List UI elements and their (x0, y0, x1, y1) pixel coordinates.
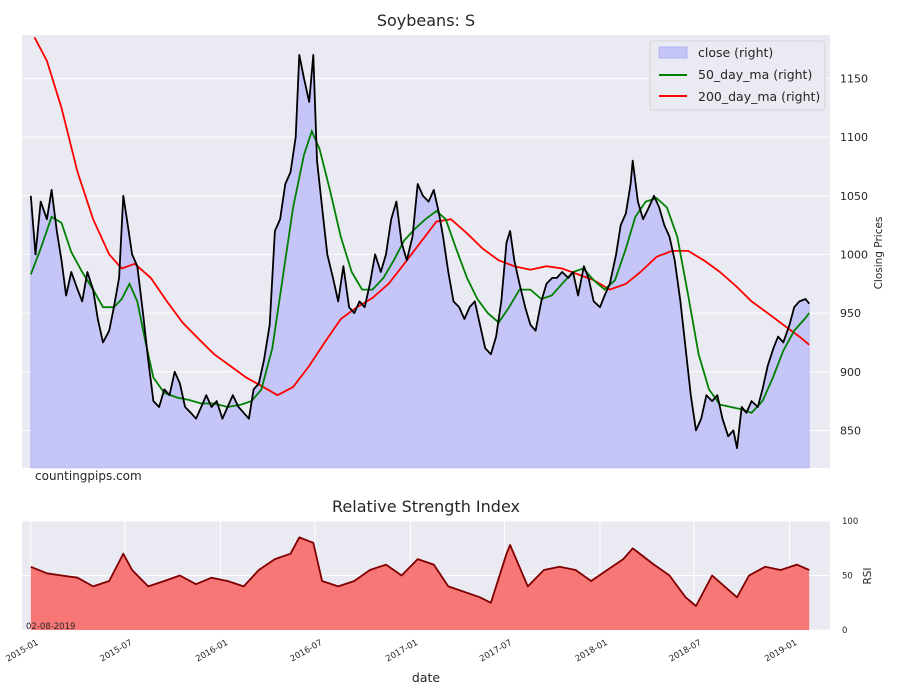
rsi-y-tick-label: 0 (842, 626, 847, 636)
rsi-area (30, 537, 810, 630)
x-tick-label: 2015-07 (99, 638, 135, 664)
rsi-y-tick-label: 100 (842, 517, 858, 527)
legend-label-close: close (right) (698, 45, 773, 60)
main-y-tick-label: 900 (840, 366, 861, 379)
rsi-y-ticks: 0 50 100 (842, 517, 858, 636)
x-tick-label: 2016-07 (289, 638, 325, 664)
main-chart-title: Soybeans: S (377, 11, 475, 30)
main-y-axis-label: Closing Prices (873, 217, 885, 290)
x-axis-ticks: 2015-01 2015-07 2016-01 2016-07 2017-01 2017-… (5, 638, 799, 664)
main-y-tick-label: 1150 (840, 72, 868, 85)
rsi-chart-title: Relative Strength Index (332, 497, 520, 516)
main-y-tick-label: 1100 (840, 131, 868, 144)
x-tick-label: 2017-07 (478, 638, 514, 664)
main-y-tick-label: 950 (840, 307, 861, 320)
x-tick-label: 2015-01 (5, 638, 41, 664)
date-stamp: 02-08-2019 (26, 622, 75, 632)
ma200-line (33, 36, 810, 397)
x-tick-label: 2019-01 (763, 638, 799, 664)
ma50-line (29, 128, 810, 414)
legend: close (right) 50_day_ma (right) 200_day_… (649, 40, 826, 111)
legend-swatch-close (658, 46, 688, 59)
rsi-line (30, 536, 810, 607)
main-y-tick-label: 1000 (840, 248, 868, 261)
rsi-y-tick-label: 50 (842, 572, 853, 582)
legend-box (649, 40, 826, 111)
legend-label-ma200: 200_day_ma (right) (698, 89, 820, 104)
x-tick-label: 2017-01 (384, 638, 420, 664)
x-tick-label: 2018-07 (668, 638, 704, 664)
x-axis-label: date (412, 670, 440, 685)
legend-label-ma50: 50_day_ma (right) (698, 67, 812, 82)
x-tick-label: 2018-01 (574, 638, 610, 664)
main-y-tick-label: 850 (840, 424, 861, 437)
rsi-y-axis-label: RSI (862, 567, 874, 584)
main-y-tick-label: 1050 (840, 190, 868, 203)
watermark: countingpips.com (35, 469, 142, 483)
main-y-ticks: 850 900 950 1000 1050 1100 1150 (840, 72, 868, 437)
x-tick-label: 2016-01 (194, 638, 230, 664)
close-line (29, 54, 810, 449)
